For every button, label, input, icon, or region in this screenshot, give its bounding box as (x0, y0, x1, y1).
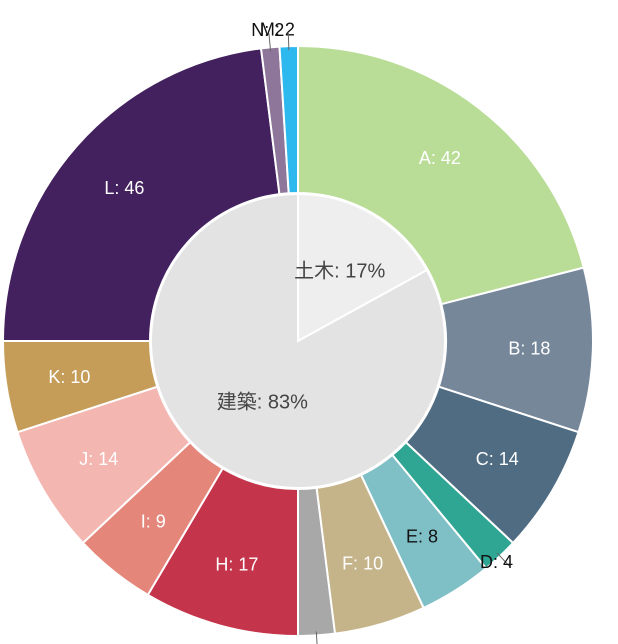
inner-slice-1 (297, 192, 429, 343)
inner-label-2: 建築: 83% (217, 390, 308, 413)
slice-labels: A: 42B: 18C: 14D: 4E: 8F: 10G: 4H: 17I: … (48, 19, 550, 644)
leader-line-d (496, 552, 510, 567)
data-label-f: F: 10 (342, 553, 383, 573)
data-label-m: M: 2 (260, 19, 295, 39)
inner-slice-2 (150, 192, 446, 489)
leader-line-n (287, 32, 290, 51)
data-label-e: E: 8 (406, 526, 438, 546)
leader-line-g (315, 631, 318, 644)
data-label-h: H: 17 (215, 554, 258, 574)
data-label-n: N: 2 (251, 20, 284, 40)
data-label-d: D: 4 (480, 552, 513, 572)
inner-pie (150, 192, 446, 489)
outer-ring (1, 44, 594, 638)
data-label-k: K: 10 (48, 367, 90, 387)
data-label-a: A: 42 (419, 148, 461, 168)
data-label-c: C: 14 (476, 449, 519, 469)
data-label-j: J: 14 (79, 449, 118, 469)
data-label-b: B: 18 (508, 338, 550, 358)
data-label-i: I: 9 (141, 512, 166, 532)
inner-label-1: 土木: 17% (294, 259, 385, 282)
leader-line-m (268, 33, 272, 52)
data-label-l: L: 46 (104, 178, 144, 198)
